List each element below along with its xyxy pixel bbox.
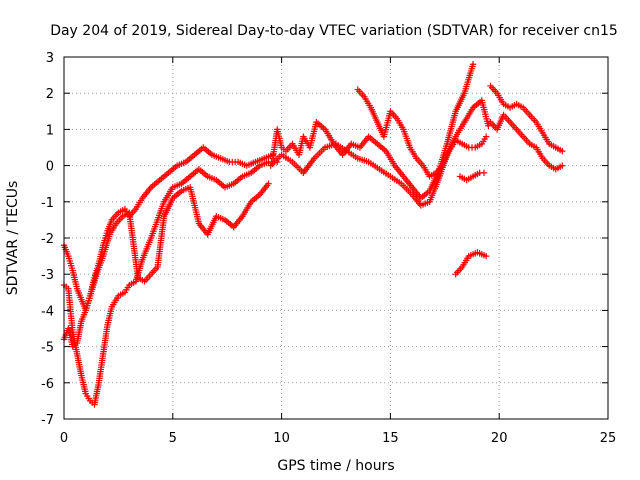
y-tick-label: -1: [41, 196, 54, 211]
x-axis-title: GPS time / hours: [277, 458, 394, 474]
y-tick-label: 2: [46, 87, 54, 102]
y-tick-label: -6: [41, 377, 54, 392]
data-point-track-f: [482, 133, 490, 140]
data-point-track-e: [485, 122, 492, 129]
data-point-track-g: [482, 252, 490, 260]
x-tick-label: 15: [382, 431, 399, 446]
data-point-track-j: [559, 162, 566, 169]
axis-ticks: [63, 56, 609, 420]
x-tick-label: 10: [273, 431, 290, 446]
data-point-track-i: [559, 147, 566, 155]
x-tick-label: 5: [169, 431, 177, 446]
y-tick-label: -2: [41, 232, 54, 247]
y-axis-title: SDTVAR / TECUs: [5, 181, 21, 296]
grid: [64, 57, 608, 419]
data-point-track-h: [480, 169, 488, 177]
y-tick-label: -3: [41, 268, 54, 283]
y-tick-label: -4: [41, 304, 54, 319]
x-tick-labels: 0 5 10 15 20 25: [60, 431, 616, 446]
x-tick-label: 25: [600, 431, 617, 446]
y-tick-label: -5: [41, 341, 54, 356]
data-point-track-c: [265, 180, 272, 187]
y-tick-label: 1: [46, 123, 54, 138]
data-point-track-d: [469, 61, 477, 68]
y-tick-label: 3: [46, 51, 54, 66]
x-tick-label: 20: [491, 431, 508, 446]
chart-title: Day 204 of 2019, Sidereal Day-to-day VTE…: [50, 23, 618, 39]
y-tick-label: -7: [41, 413, 54, 428]
y-tick-label: 0: [46, 160, 54, 175]
data-points: [60, 61, 566, 408]
x-tick-label: 0: [60, 431, 68, 446]
y-tick-labels: -7 -6 -5 -4 -3 -2 -1 0 1 2 3: [41, 51, 54, 428]
